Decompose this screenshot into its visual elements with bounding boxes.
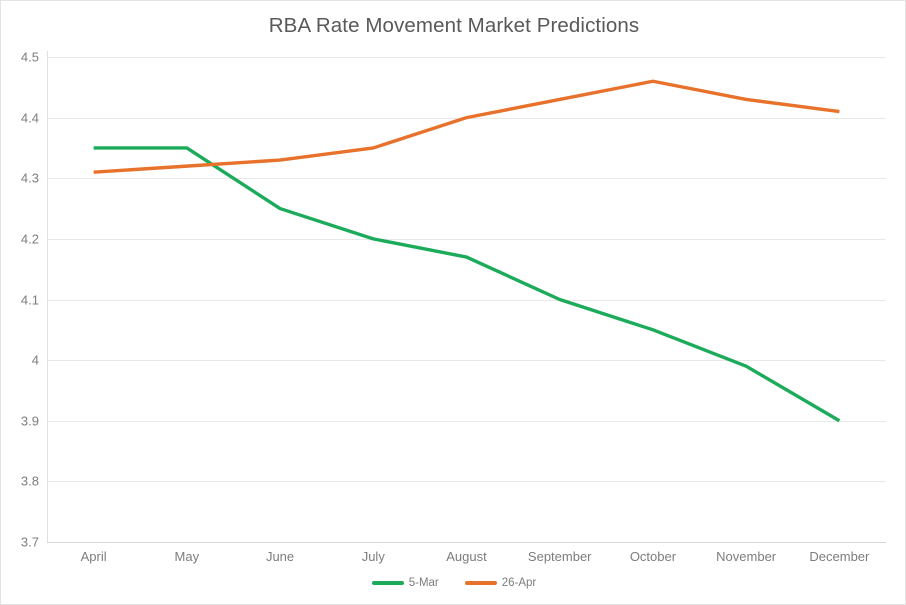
y-axis-line xyxy=(47,51,48,543)
y-axis-tick-label: 3.9 xyxy=(20,413,39,429)
gridline xyxy=(47,481,886,483)
y-axis-tick-label: 3.7 xyxy=(20,534,39,550)
legend-item[interactable]: 26-Apr xyxy=(464,577,537,589)
legend-label: 26-Apr xyxy=(501,577,537,589)
x-axis-tick-label: September xyxy=(527,549,592,564)
series-line xyxy=(93,146,841,423)
gridline xyxy=(47,542,886,543)
x-axis-tick-label: June xyxy=(265,549,295,564)
x-axis-tick-label: August xyxy=(446,549,487,564)
gridline xyxy=(47,360,886,362)
x-axis-tick-label: December xyxy=(809,549,870,564)
y-axis-tick-label: 4.1 xyxy=(20,292,39,307)
gridline xyxy=(47,420,886,422)
legend-color-swatch xyxy=(371,581,404,585)
y-axis-tick-label: 4.2 xyxy=(20,231,39,247)
y-axis-tick-label: 4.3 xyxy=(20,170,39,186)
legend-label: 5-Mar xyxy=(408,577,439,589)
gridline xyxy=(47,299,886,301)
y-axis-tick-label: 3.8 xyxy=(20,473,39,489)
x-axis-tick-label: July xyxy=(361,549,385,564)
y-axis-tick-label: 4.5 xyxy=(20,49,39,65)
x-axis-tick-label: November xyxy=(716,549,777,564)
y-axis-tick-label: 4 xyxy=(31,352,39,368)
chart-title: RBA Rate Movement Market Predictions xyxy=(268,14,640,37)
series-line xyxy=(93,79,840,174)
gridline xyxy=(47,178,886,180)
x-axis-tick-label: April xyxy=(80,549,107,564)
legend-item[interactable]: 5-Mar xyxy=(371,577,439,589)
series-lines xyxy=(93,79,841,423)
chart-legend: 5-Mar 26-Apr xyxy=(1,577,905,589)
x-axis-tick-label: October xyxy=(629,549,677,564)
gridline xyxy=(47,57,886,58)
gridline xyxy=(47,238,886,240)
y-axis-tick-label: 4.4 xyxy=(20,110,39,126)
x-axis-tick-label: May xyxy=(174,549,200,564)
plot-area xyxy=(47,57,886,543)
legend-color-swatch xyxy=(464,581,497,585)
